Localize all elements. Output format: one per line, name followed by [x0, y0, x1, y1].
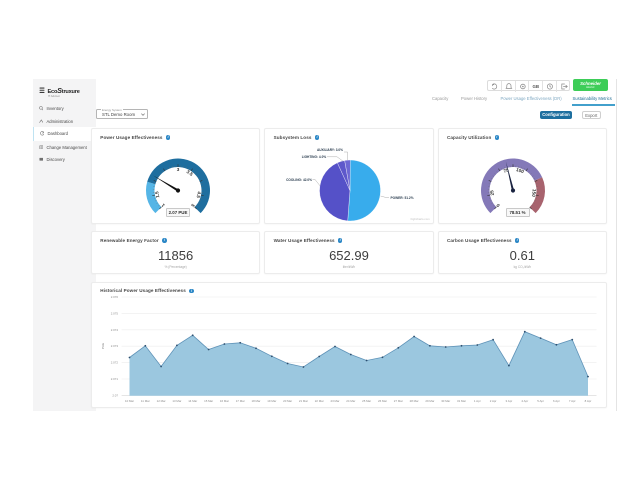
svg-text:30 Mar: 30 Mar [441, 399, 450, 403]
svg-text:2.073: 2.073 [111, 344, 119, 348]
svg-text:10 Mar: 10 Mar [125, 399, 134, 403]
svg-text:2.075: 2.075 [111, 311, 119, 315]
svg-text:0: 0 [495, 202, 501, 208]
svg-text:2.072: 2.072 [111, 361, 119, 365]
svg-text:12 Mar: 12 Mar [157, 399, 166, 403]
svg-text:4.5: 4.5 [196, 191, 202, 199]
svg-text:4 Apr: 4 Apr [521, 399, 528, 403]
svg-text:AUXILIARY: 3.0%: AUXILIARY: 3.0% [317, 148, 343, 152]
svg-text:29 Mar: 29 Mar [425, 399, 434, 403]
svg-text:LIGHTING: 4.0%: LIGHTING: 4.0% [302, 155, 327, 159]
svg-text:2.076: 2.076 [111, 295, 119, 299]
svg-text:16 Mar: 16 Mar [220, 399, 229, 403]
svg-text:21 Mar: 21 Mar [299, 399, 308, 403]
svg-text:25 Mar: 25 Mar [362, 399, 371, 403]
svg-text:28 Mar: 28 Mar [410, 399, 419, 403]
svg-text:7 Apr: 7 Apr [569, 399, 576, 403]
svg-text:2.074: 2.074 [111, 328, 119, 332]
svg-text:3.5: 3.5 [186, 169, 195, 177]
svg-text:2.071: 2.071 [111, 377, 119, 381]
svg-text:100: 100 [515, 167, 524, 174]
svg-text:11 Mar: 11 Mar [141, 399, 150, 403]
svg-text:13 Mar: 13 Mar [172, 399, 181, 403]
svg-text:14 Mar: 14 Mar [188, 399, 197, 403]
svg-text:6 Apr: 6 Apr [553, 399, 560, 403]
svg-text:25: 25 [489, 190, 495, 196]
svg-text:COOLING: 42.0%: COOLING: 42.0% [286, 178, 312, 182]
svg-text:2.07: 2.07 [112, 393, 118, 397]
svg-text:2 Apr: 2 Apr [490, 399, 497, 403]
svg-text:31 Mar: 31 Mar [457, 399, 466, 403]
svg-text:1: 1 [160, 202, 166, 208]
svg-text:75: 75 [503, 167, 510, 174]
svg-text:26 Mar: 26 Mar [378, 399, 387, 403]
svg-text:17 Mar: 17 Mar [236, 399, 245, 403]
svg-text:1.5: 1.5 [154, 191, 160, 199]
svg-text:3: 3 [177, 167, 180, 172]
svg-text:27 Mar: 27 Mar [394, 399, 403, 403]
svg-text:20 Mar: 20 Mar [283, 399, 292, 403]
svg-text:5 Apr: 5 Apr [537, 399, 544, 403]
svg-text:PUE: PUE [101, 343, 105, 349]
svg-text:8 Apr: 8 Apr [585, 399, 592, 403]
svg-text:24 Mar: 24 Mar [346, 399, 355, 403]
svg-text:22 Mar: 22 Mar [315, 399, 324, 403]
svg-text:15 Mar: 15 Mar [204, 399, 213, 403]
svg-text:1 Apr: 1 Apr [474, 399, 481, 403]
svg-text:150: 150 [531, 189, 537, 198]
svg-text:IT Advisor: IT Advisor [48, 94, 60, 98]
svg-text:5: 5 [190, 203, 196, 209]
svg-text:POWER: 51.2%: POWER: 51.2% [391, 196, 414, 200]
svg-text:3 Apr: 3 Apr [506, 399, 513, 403]
svg-text:EcoStruxure: EcoStruxure [48, 86, 80, 95]
svg-text:18 Mar: 18 Mar [252, 399, 261, 403]
svg-text:19 Mar: 19 Mar [267, 399, 276, 403]
svg-text:23 Mar: 23 Mar [331, 399, 340, 403]
